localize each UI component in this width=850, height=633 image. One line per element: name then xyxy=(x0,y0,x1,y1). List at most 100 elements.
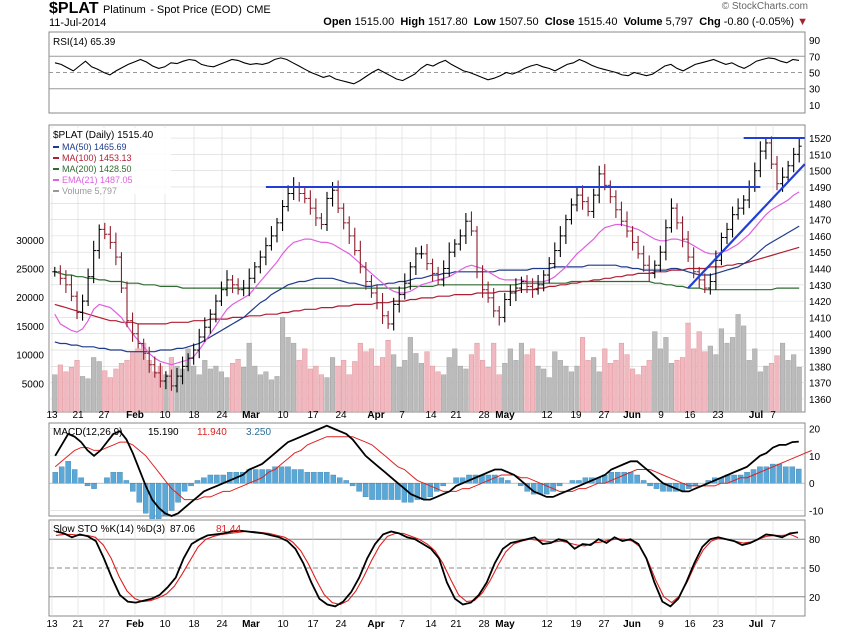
volume-bar xyxy=(768,363,774,413)
volume-bar xyxy=(468,354,474,413)
x-tick-label: 9 xyxy=(658,410,664,421)
volume-bar xyxy=(385,340,391,413)
volume-bar xyxy=(791,354,797,413)
macd-histogram-bar xyxy=(789,466,796,484)
price-tick-label: 1380 xyxy=(809,362,832,373)
volume-bar xyxy=(280,317,286,413)
x-tick-label: 19 xyxy=(570,410,582,421)
x-tick-label-bottom: Feb xyxy=(126,619,144,630)
macd-histogram-bar xyxy=(783,466,789,484)
volume-bar xyxy=(735,314,741,413)
sto-k-value: 87.06 xyxy=(170,524,195,535)
volume-bar xyxy=(796,367,802,413)
macd-histogram-bar xyxy=(104,477,110,484)
price-tick-label: 1440 xyxy=(809,265,832,276)
volume-bar xyxy=(257,374,263,413)
macd-histogram-bar xyxy=(188,483,194,487)
volume-bar xyxy=(246,342,252,413)
ma50-line xyxy=(54,225,800,353)
macd-histogram-bar xyxy=(647,483,653,487)
macd-histogram-bar xyxy=(110,472,117,484)
x-tick-label: 14 xyxy=(425,410,437,421)
x-tick-label-bottom: 24 xyxy=(335,619,347,630)
volume-bar xyxy=(446,357,452,413)
x-tick-label-bottom: 18 xyxy=(188,619,200,630)
symbol: $PLAT xyxy=(49,0,99,17)
support-trendline xyxy=(687,163,806,289)
macd-histogram-bar xyxy=(136,483,143,503)
chart-title: $PLAT Platinum - Spot Price (EOD) CME xyxy=(49,0,271,18)
x-tick-label: 16 xyxy=(684,410,696,421)
volume-bar xyxy=(635,374,641,413)
macd-histogram-bar xyxy=(492,474,498,484)
x-tick-label: 23 xyxy=(712,410,724,421)
close-label: Close xyxy=(544,16,575,28)
volume-bar xyxy=(296,360,302,413)
macd-histogram-bar xyxy=(750,469,757,484)
legend-label: MA(50) 1465.69 xyxy=(62,142,127,152)
legend-backdrop xyxy=(51,128,171,194)
volume-bar xyxy=(713,354,719,413)
volume-bar xyxy=(524,354,530,413)
volume-bar xyxy=(418,363,424,413)
volume-bar xyxy=(213,365,219,413)
volume-bar xyxy=(274,376,280,413)
instrument-name: Platinum xyxy=(102,4,146,16)
volume-bar xyxy=(152,371,158,413)
macd-histogram-bar xyxy=(737,474,744,484)
ma100-line xyxy=(54,246,800,325)
volume-bar xyxy=(130,351,136,413)
x-tick-label-bottom: 21 xyxy=(72,619,84,630)
volume-bar xyxy=(746,360,752,413)
price-tick-label: 1360 xyxy=(809,395,832,406)
macd-histogram-bar xyxy=(298,469,304,484)
x-tick-label: 27 xyxy=(98,410,110,421)
legend-label: MA(200) 1428.50 xyxy=(62,164,132,174)
macd-histogram-bar xyxy=(252,469,259,484)
macd-histogram-bar xyxy=(91,483,97,489)
volume-bar xyxy=(74,360,80,413)
close-value: 1515.40 xyxy=(577,16,618,28)
price-tick-label: 1390 xyxy=(809,346,832,357)
macd-histogram-bar xyxy=(65,461,71,484)
macd-histogram-bar xyxy=(162,483,168,517)
macd-tick-label: 0 xyxy=(809,479,815,490)
x-tick-label-bottom: 7 xyxy=(399,619,405,630)
volume-bar xyxy=(618,342,624,413)
volume-bar xyxy=(435,371,441,413)
macd-histogram-bar xyxy=(505,480,511,484)
x-tick-label-bottom: 28 xyxy=(478,619,490,630)
volume-bar xyxy=(774,355,780,413)
x-tick-label-bottom: Jul xyxy=(749,619,764,630)
x-tick-label: 7 xyxy=(399,410,405,421)
price-tick-label: 1460 xyxy=(809,232,832,243)
chg-label: Chg xyxy=(699,16,721,28)
x-tick-label: 21 xyxy=(72,410,84,421)
macd-histogram-bar xyxy=(369,483,375,500)
macd-histogram-bar xyxy=(265,469,272,484)
x-tick-label-bottom: 21 xyxy=(450,619,462,630)
macd-histogram-bar xyxy=(291,469,298,484)
volume-bar xyxy=(413,353,419,413)
x-tick-label: 12 xyxy=(541,410,553,421)
volume-tick-label: 25000 xyxy=(16,265,44,276)
volume-bar xyxy=(302,348,308,413)
macd-histogram-bar xyxy=(569,480,576,484)
volume-bar xyxy=(135,348,141,413)
volume-value: 5,797 xyxy=(665,16,694,28)
macd-histogram-bar xyxy=(763,466,770,484)
x-tick-label-bottom: 19 xyxy=(570,619,582,630)
macd-histogram-bar xyxy=(207,474,214,484)
volume-bar xyxy=(680,357,686,413)
sto-d-value: 81.44 xyxy=(216,524,241,535)
x-tick-label-bottom: 10 xyxy=(277,619,289,630)
volume-bar xyxy=(207,368,213,413)
rsi-tick-label: 50 xyxy=(809,69,821,80)
macd-histogram-bar xyxy=(576,480,582,484)
legend-swatch xyxy=(53,157,59,159)
price-tick-label: 1500 xyxy=(809,167,832,178)
macd-histogram-bar xyxy=(776,463,783,484)
volume-bar xyxy=(707,345,713,413)
volume-bar xyxy=(602,348,608,413)
legend-swatch xyxy=(53,168,59,170)
